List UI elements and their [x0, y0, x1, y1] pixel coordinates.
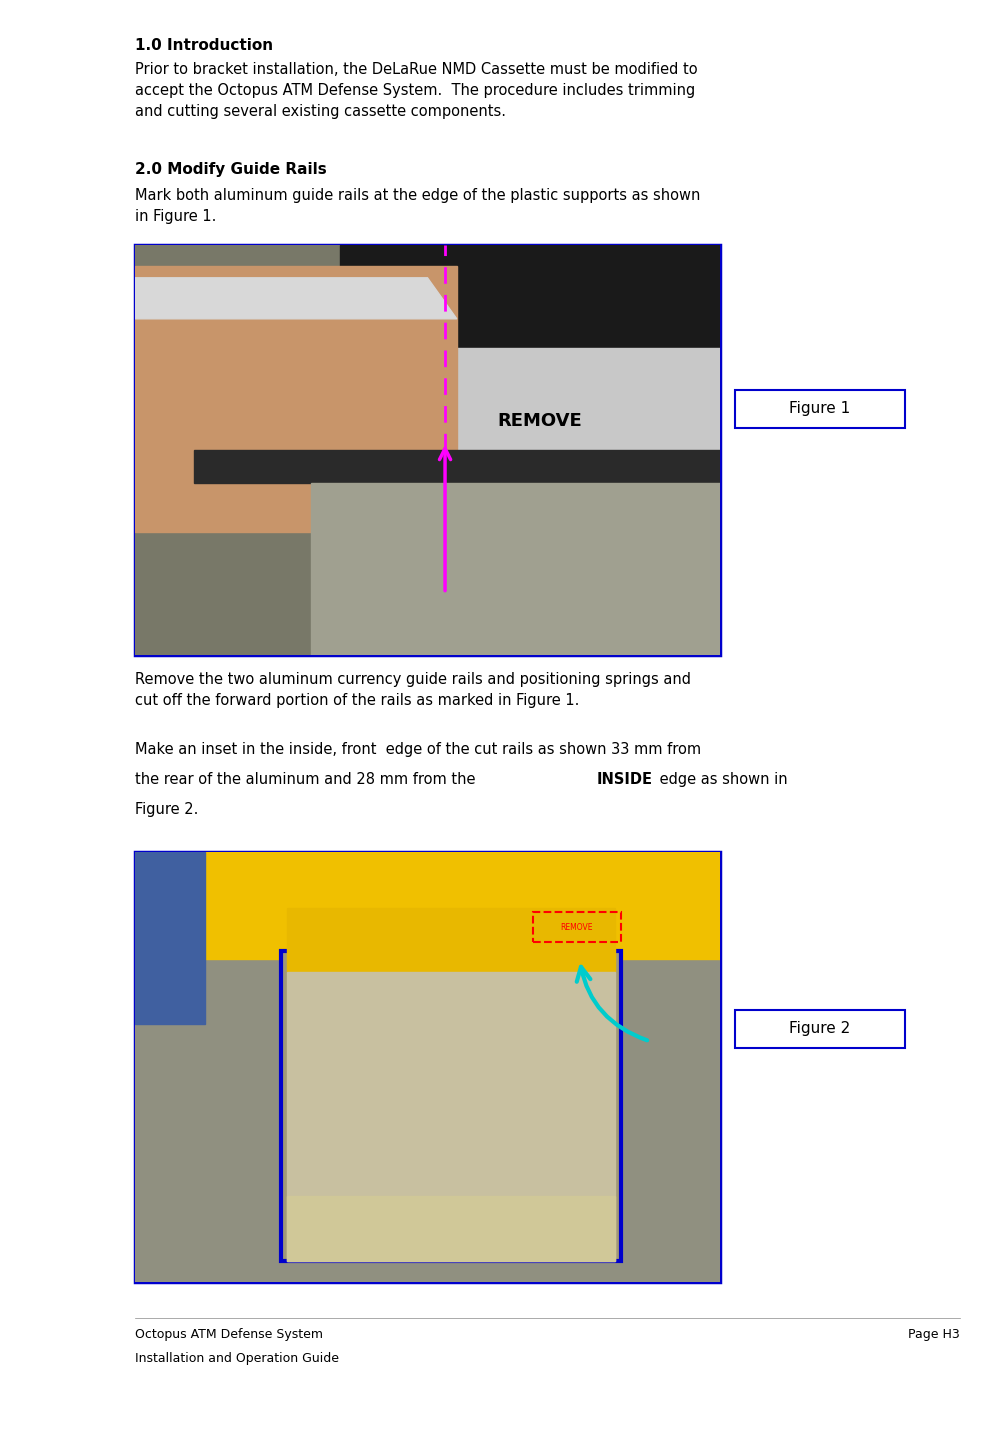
FancyBboxPatch shape — [135, 853, 720, 1283]
FancyBboxPatch shape — [135, 245, 720, 655]
Text: Mark both aluminum guide rails at the edge of the plastic supports as shown
in F: Mark both aluminum guide rails at the ed… — [135, 188, 700, 224]
Bar — [135, 853, 720, 960]
FancyBboxPatch shape — [735, 390, 905, 428]
Text: Figure 1: Figure 1 — [790, 401, 850, 417]
Polygon shape — [135, 265, 457, 532]
FancyBboxPatch shape — [281, 952, 620, 1261]
Text: the rear of the aluminum and 28 mm from the: the rear of the aluminum and 28 mm from … — [135, 772, 481, 787]
Text: 2.0 Modify Guide Rails: 2.0 Modify Guide Rails — [135, 162, 327, 178]
Text: Figure 2.: Figure 2. — [135, 802, 198, 817]
Bar — [287, 1197, 615, 1261]
Bar — [287, 909, 615, 973]
Text: Octopus ATM Defense System: Octopus ATM Defense System — [135, 1328, 323, 1341]
Text: Remove the two aluminum currency guide rails and positioning springs and
cut off: Remove the two aluminum currency guide r… — [135, 672, 691, 708]
FancyBboxPatch shape — [735, 1010, 905, 1048]
Polygon shape — [310, 347, 720, 470]
Text: Figure 2: Figure 2 — [790, 1022, 850, 1036]
Bar — [287, 973, 615, 1261]
Text: REMOVE: REMOVE — [560, 923, 593, 931]
Bar — [193, 450, 720, 483]
Text: Page H3: Page H3 — [908, 1328, 960, 1341]
Bar — [310, 483, 720, 655]
Text: Make an inset in the inside, front  edge of the cut rails as shown 33 mm from: Make an inset in the inside, front edge … — [135, 742, 701, 757]
Polygon shape — [135, 278, 457, 318]
Text: INSIDE: INSIDE — [597, 772, 653, 787]
Text: 1.0 Introduction: 1.0 Introduction — [135, 39, 273, 53]
Text: REMOVE: REMOVE — [498, 413, 582, 430]
Text: edge as shown in: edge as shown in — [655, 772, 788, 787]
Text: Installation and Operation Guide: Installation and Operation Guide — [135, 1351, 339, 1366]
Bar — [135, 853, 205, 1025]
Text: Prior to bracket installation, the DeLaRue NMD Cassette must be modified to
acce: Prior to bracket installation, the DeLaR… — [135, 62, 698, 119]
Polygon shape — [340, 245, 720, 388]
